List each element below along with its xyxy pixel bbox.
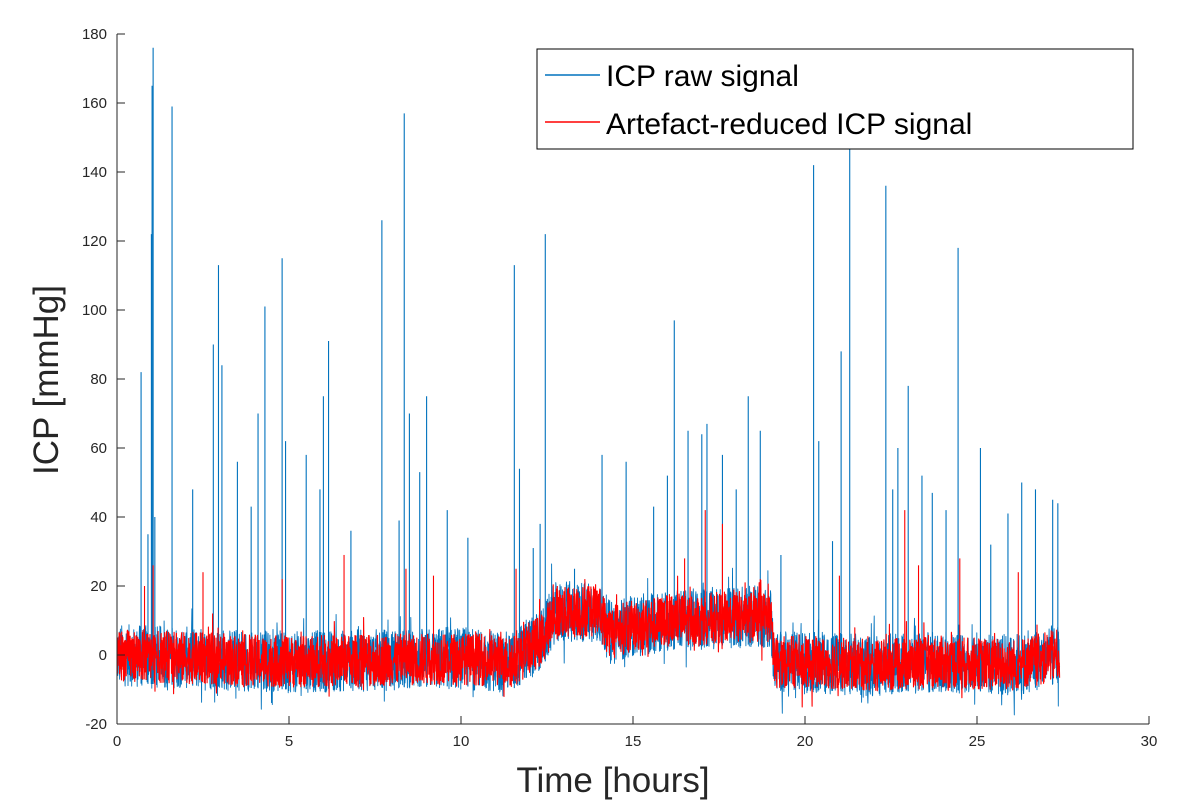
legend-label-raw: ICP raw signal [606, 60, 799, 93]
x-tick-label: 25 [969, 733, 986, 750]
series-layer [117, 47, 1061, 716]
legend: ICP raw signal Artefact-reduced ICP sign… [536, 48, 1134, 150]
y-tick-label: 180 [82, 26, 107, 43]
x-tick-label: 20 [797, 733, 814, 750]
y-tick-label: 80 [90, 371, 107, 388]
axes: 0 5 10 15 20 25 30 -20 0 20 40 60 80 100 120 140 160 180 [82, 26, 1157, 750]
legend-box [536, 48, 1134, 150]
y-tick-label: 140 [82, 164, 107, 181]
legend-label-reduced: Artefact-reduced ICP signal [606, 108, 972, 141]
x-tick-label: 30 [1141, 733, 1158, 750]
x-tick-label: 0 [113, 733, 121, 750]
y-axis-label: ICP [mmHg] [27, 285, 66, 475]
x-axis-label: Time [hours] [516, 761, 709, 800]
x-tick-label: 10 [453, 733, 470, 750]
x-tick-label: 15 [625, 733, 642, 750]
y-tick-label: 100 [82, 302, 107, 319]
y-tick-label: 60 [90, 440, 107, 457]
x-tick-label: 5 [285, 733, 293, 750]
y-tick-label: 120 [82, 233, 107, 250]
y-tick-label: 0 [99, 647, 107, 664]
y-tick-label: -20 [85, 716, 107, 733]
y-tick-label: 40 [90, 509, 107, 526]
series-line-raw [117, 563, 1061, 716]
y-tick-label: 20 [90, 578, 107, 595]
y-tick-label: 160 [82, 95, 107, 112]
series-line-reduced [117, 575, 1061, 708]
